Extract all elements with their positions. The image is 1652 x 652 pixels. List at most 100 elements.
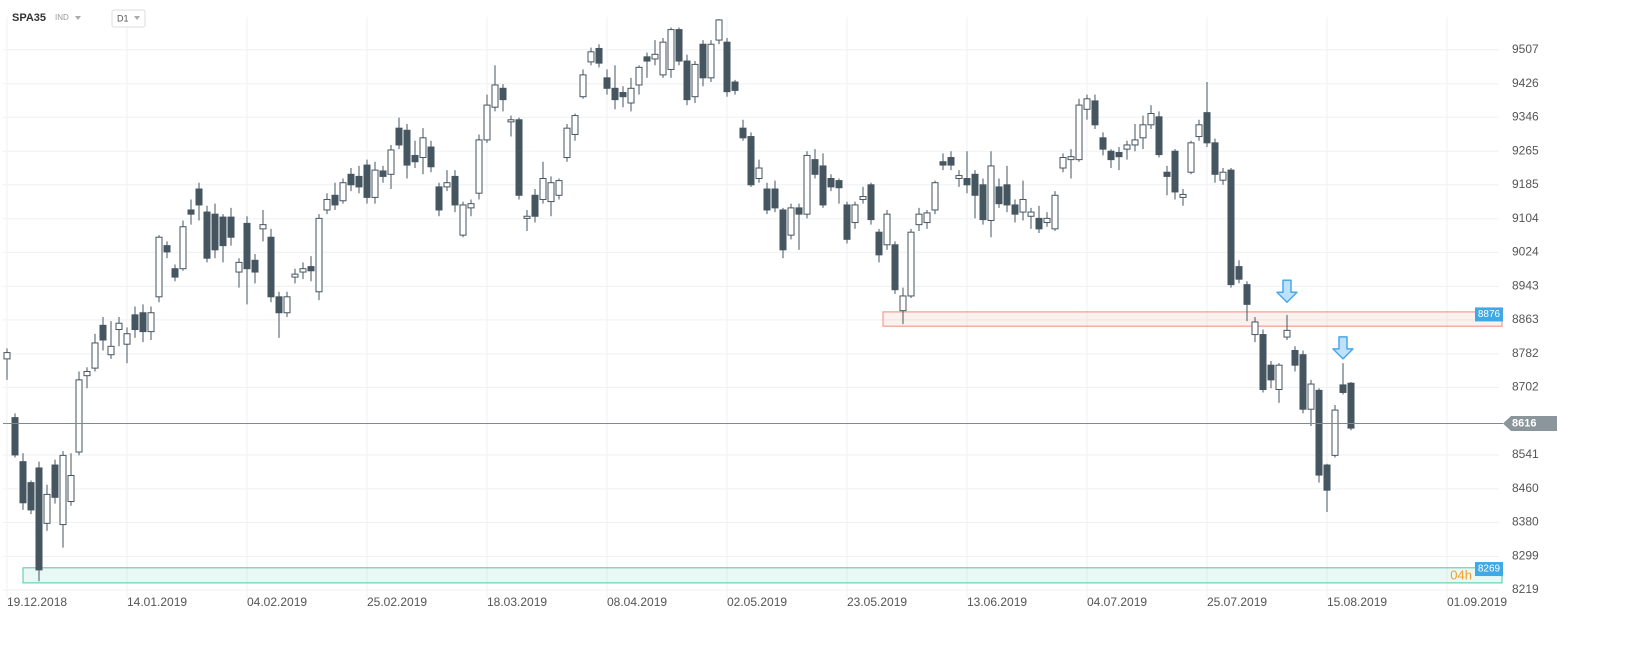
level-label: 8876: [1478, 309, 1501, 320]
candle-body: [739, 127, 747, 139]
candle-body: [619, 92, 627, 98]
candle-body: [1187, 142, 1195, 173]
candle-body: [187, 209, 195, 215]
candle-body: [915, 213, 923, 226]
candle-body: [19, 461, 27, 504]
current-price-tag: [1503, 415, 1557, 431]
candle-body: [1019, 198, 1027, 213]
candle-body: [539, 178, 547, 200]
candle-body: [59, 454, 67, 526]
candle-body: [891, 244, 899, 291]
candle-body: [1131, 139, 1139, 146]
candle-body: [643, 56, 651, 62]
zone: [882, 311, 1503, 327]
candle-body: [1043, 217, 1051, 224]
candle-body: [531, 194, 539, 217]
candle-body: [899, 295, 907, 312]
candle-body: [835, 180, 843, 189]
y-tick-label: 8943: [1512, 278, 1539, 292]
candle-body: [963, 178, 971, 186]
zones: 8876 8269 04h: [22, 307, 1503, 584]
candle-body: [91, 342, 99, 369]
candle-body: [691, 63, 699, 98]
x-tick-label: 04.07.2019: [1087, 595, 1147, 609]
candle-body: [1171, 150, 1179, 193]
candle-body: [771, 188, 779, 209]
candle-body: [299, 268, 307, 273]
candle-body: [323, 198, 331, 211]
candle-body: [571, 115, 579, 135]
candle-body: [611, 87, 619, 101]
timeframe[interactable]: D1: [117, 13, 129, 23]
candle-body: [347, 173, 355, 186]
candle-body: [1195, 124, 1203, 138]
candle-body: [747, 136, 755, 186]
candle-body: [883, 213, 891, 246]
symbol[interactable]: SPA35: [12, 12, 46, 24]
candle-body: [251, 259, 259, 273]
candle-body: [715, 19, 723, 41]
candle-body: [163, 245, 171, 253]
candle-body: [467, 203, 475, 209]
candle-body: [355, 175, 363, 188]
candle-body: [1059, 157, 1067, 169]
candle-body: [339, 182, 347, 202]
instrument-type[interactable]: IND: [55, 13, 69, 22]
y-tick-label: 9507: [1512, 42, 1539, 56]
candle-body: [1075, 104, 1083, 161]
candle-body: [459, 204, 467, 236]
timeframe-button[interactable]: [111, 9, 146, 28]
candle-body: [763, 188, 771, 211]
candle-body: [1067, 156, 1075, 161]
y-tick-label: 8702: [1512, 380, 1539, 394]
toolbar: SPA35 IND D1: [12, 9, 146, 28]
candle-body: [203, 211, 211, 259]
candle-body: [1147, 112, 1155, 126]
candle-body: [1347, 382, 1355, 429]
candle-body: [67, 475, 75, 503]
y-tick-label: 8219: [1512, 582, 1539, 596]
candle-body: [923, 212, 931, 224]
candle-body: [483, 104, 491, 141]
x-tick-label: 08.04.2019: [607, 595, 667, 609]
candle-body: [379, 170, 387, 177]
candle-body: [811, 159, 819, 175]
candle-body: [931, 182, 939, 211]
candle-body: [1291, 349, 1299, 366]
y-tick-label: 9346: [1512, 109, 1539, 123]
candle-body: [363, 164, 371, 198]
candle-body: [227, 216, 235, 238]
signal-arrow: [1332, 336, 1354, 360]
candle-body: [907, 231, 915, 297]
candle-body: [1275, 364, 1283, 391]
candle-body: [131, 314, 139, 331]
x-tick-label: 25.07.2019: [1207, 595, 1267, 609]
candle-body: [843, 204, 851, 240]
candle-body: [579, 74, 587, 98]
candle-body: [99, 324, 107, 341]
candle-body: [699, 43, 707, 79]
candle-body: [675, 29, 683, 62]
candle-body: [851, 204, 859, 224]
candle-body: [603, 77, 611, 89]
candle-body: [291, 273, 299, 278]
candle-body: [35, 467, 43, 571]
level-tag: [1475, 307, 1503, 322]
candle-body: [395, 127, 403, 146]
candle-body: [147, 312, 155, 333]
candle-body: [235, 261, 243, 273]
candle-body: [787, 207, 795, 236]
candle-body: [123, 333, 131, 345]
y-tick-label: 9104: [1512, 211, 1539, 225]
candle-body: [1011, 204, 1019, 215]
y-tick-label: 8460: [1512, 481, 1539, 495]
candle-body: [195, 188, 203, 206]
candle-body: [371, 169, 379, 198]
candle-body: [635, 66, 643, 86]
candle-body: [1179, 193, 1187, 198]
candle-body: [979, 184, 987, 221]
candle-body: [827, 178, 835, 188]
candle-body: [707, 43, 715, 79]
candle-body: [523, 215, 531, 219]
overlay: 8616: [3, 279, 1557, 431]
